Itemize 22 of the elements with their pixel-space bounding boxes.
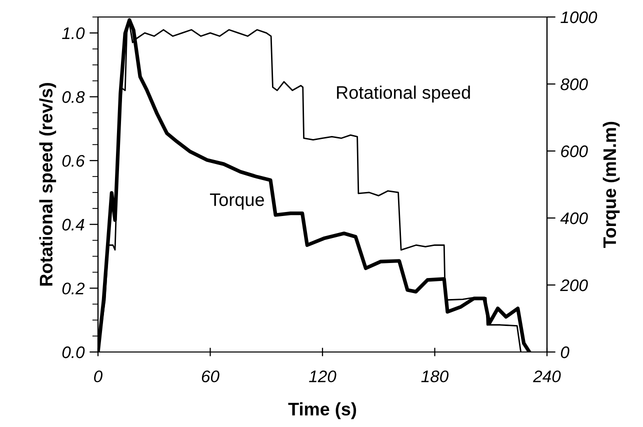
x-tick-label: 240 (533, 370, 561, 382)
y-tick-label: 0.4 (62, 218, 84, 231)
y2-tick-label: 1000 (560, 11, 598, 24)
y2-tick-label: 400 (560, 212, 588, 224)
y-axis-title: Rotational speed (rev/s) (39, 83, 56, 286)
y-tick-label: 0.6 (62, 154, 85, 167)
y-tick-label: 0.8 (62, 91, 85, 103)
x-tick-label: 120 (309, 370, 336, 382)
y2-tick-label: 800 (560, 78, 588, 90)
y-tick-label: 0.0 (62, 346, 85, 358)
y-tick-label: 1.0 (62, 27, 85, 40)
y2-tick-label: 200 (560, 279, 588, 292)
y2-axis-title: Torque (mN.m) (602, 122, 620, 248)
y2-tick-label: 0 (560, 346, 570, 358)
y-tick-label: 0.2 (62, 282, 85, 294)
x-axis-title: Time (s) (288, 402, 356, 420)
y2-tick-label: 600 (561, 145, 588, 158)
x-tick-label: 0 (94, 370, 102, 382)
series-label: Torque (210, 193, 264, 210)
x-tick-label: 60 (202, 370, 220, 382)
x-tick-label: 180 (421, 370, 449, 382)
series-label: Rotational speed (337, 86, 470, 102)
